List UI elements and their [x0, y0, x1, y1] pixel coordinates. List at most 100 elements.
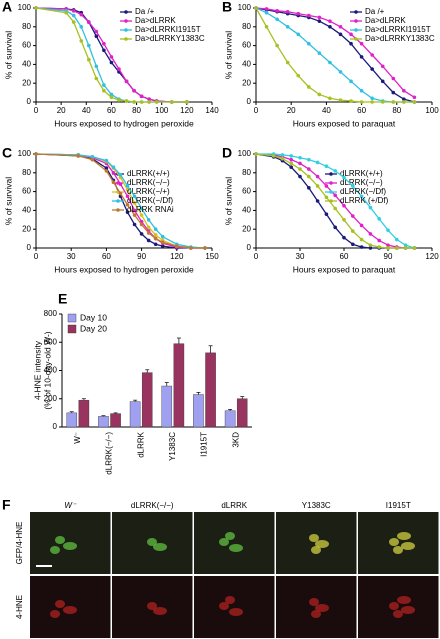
legend-label: dLRRK(+/+): [127, 169, 170, 178]
data-point: [328, 96, 332, 101]
data-point: [395, 237, 399, 242]
panel-label: C: [2, 145, 12, 161]
data-point: [102, 88, 106, 93]
x-tick-label: 0: [254, 252, 259, 261]
cell-signal: [225, 532, 235, 540]
cell-signal: [50, 546, 60, 554]
legend-marker: [354, 28, 358, 32]
data-point: [412, 100, 417, 104]
x-tick-label: 80: [132, 106, 141, 115]
data-point: [71, 13, 76, 18]
data-point: [264, 10, 269, 15]
data-point: [132, 208, 137, 213]
bar: [193, 394, 204, 428]
data-point: [403, 246, 408, 250]
data-point: [296, 32, 301, 37]
x-tick-label: 120: [170, 252, 184, 261]
data-point: [349, 99, 353, 103]
bar: [98, 416, 109, 428]
legend-label: dLRRK(−/Df): [340, 187, 386, 196]
x-tick-label: 0: [34, 106, 39, 115]
data-point: [359, 223, 364, 228]
y-tick-label: 100: [238, 149, 252, 158]
data-point: [139, 206, 144, 211]
data-point: [377, 217, 382, 221]
column-label: Y1383C: [302, 501, 331, 510]
data-point: [146, 238, 151, 243]
cell-signal: [55, 600, 65, 608]
y-tick-label: 0: [27, 97, 32, 106]
cell-signal: [153, 543, 167, 551]
data-point: [289, 165, 294, 169]
legend-label: Day 10: [80, 312, 107, 322]
data-point: [289, 154, 294, 158]
legend-label: Day 20: [80, 323, 107, 333]
data-point: [71, 9, 76, 13]
data-point: [307, 13, 311, 18]
y-tick-label: 20: [242, 78, 251, 87]
data-point: [307, 85, 311, 89]
data-point: [351, 242, 355, 247]
data-point: [402, 97, 406, 101]
data-point: [264, 25, 269, 29]
data-point: [104, 166, 109, 170]
y-tick-label: 80: [242, 22, 251, 31]
data-point: [189, 246, 193, 250]
legend-label: Da /+: [135, 7, 155, 16]
data-point: [139, 213, 144, 217]
panel-label: F: [2, 497, 11, 513]
column-label: W⁻: [64, 501, 77, 510]
x-tick-label: W⁻: [73, 432, 82, 444]
data-point: [280, 153, 285, 157]
data-point: [328, 60, 332, 65]
data-point: [94, 76, 99, 81]
data-point: [289, 157, 294, 162]
data-point: [386, 243, 390, 247]
cell-signal: [315, 540, 329, 548]
y-tick-label: 40: [242, 60, 251, 69]
cell-signal: [389, 538, 399, 546]
data-point: [94, 64, 99, 69]
cell-signal: [229, 608, 243, 616]
x-tick-label: 30: [67, 252, 76, 261]
cell-signal: [393, 546, 403, 554]
data-point: [342, 218, 346, 222]
data-point: [169, 100, 174, 104]
y-axis-title: % of survival: [223, 31, 233, 79]
data-point: [132, 213, 137, 217]
data-point: [307, 186, 311, 190]
data-point: [125, 202, 130, 207]
y-axis-title: % of survival: [3, 31, 13, 79]
legend-marker: [354, 19, 358, 23]
data-point: [102, 83, 106, 87]
data-point: [333, 206, 338, 211]
y-tick-label: 100: [18, 3, 32, 12]
x-tick-label: 40: [322, 106, 331, 115]
data-point: [333, 193, 338, 198]
data-point: [153, 227, 158, 231]
data-point: [370, 96, 374, 101]
y-tick-label: 800: [44, 309, 58, 318]
x-axis-title: Hours exposed to hydrogen peroxide: [54, 264, 194, 274]
data-point: [298, 161, 302, 166]
y-tick-label: 80: [22, 168, 31, 177]
micrograph: [194, 576, 275, 638]
data-point: [386, 246, 390, 250]
data-point: [368, 232, 373, 236]
data-point: [338, 70, 343, 74]
bar: [66, 412, 78, 428]
legend-marker: [354, 10, 358, 14]
data-point: [71, 20, 76, 24]
bar: [236, 398, 248, 428]
data-point: [285, 25, 290, 29]
data-point: [118, 172, 123, 177]
x-tick-label: 90: [137, 252, 146, 261]
y-tick-label: 100: [238, 3, 252, 12]
legend-label: Da>dLRRKI1915T: [135, 25, 201, 34]
x-tick-label: 100: [425, 106, 439, 115]
legend-label: Da>dLRRKY1383C: [135, 34, 205, 43]
cell-signal: [63, 606, 77, 614]
row-label: GFP/4-HNE: [15, 522, 24, 565]
bar: [141, 372, 153, 428]
data-point: [289, 161, 294, 166]
